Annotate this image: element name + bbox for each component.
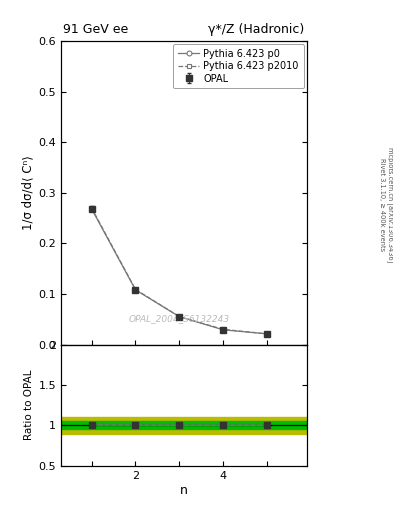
- Pythia 6.423 p2010: [89, 205, 94, 211]
- Line: Pythia 6.423 p2010: Pythia 6.423 p2010: [89, 205, 270, 336]
- Pythia 6.423 p2010: [221, 326, 226, 332]
- Line: Pythia 6.423 p0: Pythia 6.423 p0: [89, 206, 270, 336]
- Text: 91 GeV ee: 91 GeV ee: [63, 24, 129, 36]
- Pythia 6.423 p2010: [265, 331, 270, 337]
- Pythia 6.423 p2010: [133, 286, 138, 292]
- Text: OPAL_2004_S6132243: OPAL_2004_S6132243: [128, 314, 230, 323]
- Pythia 6.423 p0: [89, 206, 94, 212]
- Text: mcplots.cern.ch [arXiv:1306.3436]: mcplots.cern.ch [arXiv:1306.3436]: [387, 147, 393, 263]
- Y-axis label: Ratio to OPAL: Ratio to OPAL: [24, 370, 34, 440]
- Pythia 6.423 p0: [133, 287, 138, 293]
- Pythia 6.423 p2010: [177, 314, 182, 320]
- Pythia 6.423 p0: [265, 331, 270, 337]
- Text: γ*/Z (Hadronic): γ*/Z (Hadronic): [208, 24, 304, 36]
- Pythia 6.423 p0: [221, 327, 226, 333]
- Legend: Pythia 6.423 p0, Pythia 6.423 p2010, OPAL: Pythia 6.423 p0, Pythia 6.423 p2010, OPA…: [173, 44, 304, 89]
- Bar: [61, 417, 307, 434]
- X-axis label: n: n: [180, 483, 188, 497]
- Bar: [61, 421, 307, 430]
- Y-axis label: 1/σ dσ/d⟨ Cⁿ⟩: 1/σ dσ/d⟨ Cⁿ⟩: [21, 155, 34, 230]
- Pythia 6.423 p0: [177, 314, 182, 320]
- Text: Rivet 3.1.10, ≥ 400k events: Rivet 3.1.10, ≥ 400k events: [379, 158, 385, 251]
